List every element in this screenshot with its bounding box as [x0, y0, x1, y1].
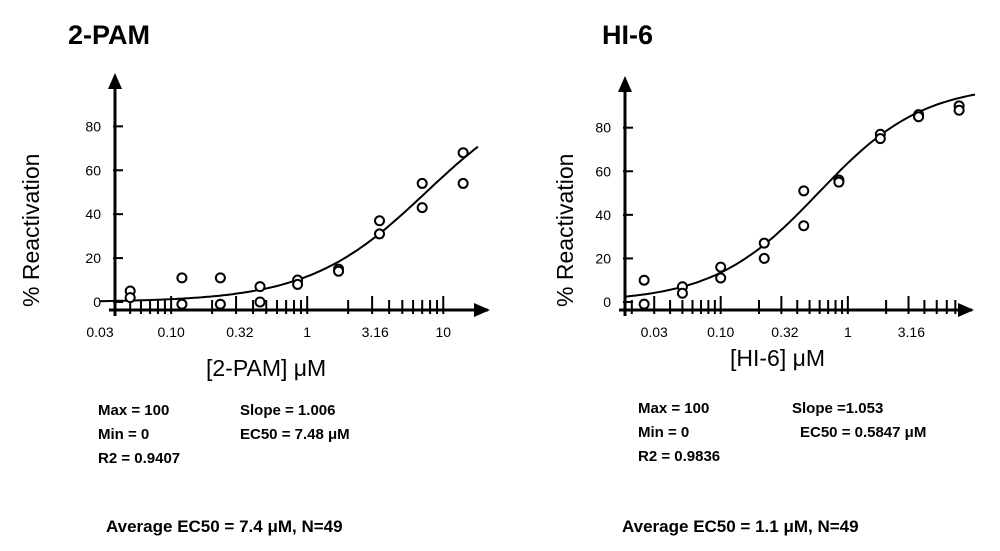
chart-2pam: 2-PAM 0 20 40 60 80 0.03 0.10 0.32 1 3.16 10 % Rea… — [18, 20, 490, 536]
x-axis-label: [2-PAM] μM — [206, 355, 327, 381]
data-point — [758, 237, 770, 249]
x-axis-label: [HI-6] μM — [730, 345, 826, 371]
data-point — [416, 177, 428, 189]
stat-min: Min = 0 — [98, 426, 150, 443]
x-tick-label: 10 — [435, 324, 451, 340]
data-point — [214, 298, 226, 310]
data-point — [715, 261, 727, 273]
x-tick-label: 1 — [303, 324, 311, 340]
data-point — [333, 265, 345, 277]
stat-slope: Slope =1.053 — [792, 400, 884, 417]
stat-ec50: EC50 = 7.48 μM — [240, 426, 350, 443]
y-tick-label: 80 — [595, 120, 611, 136]
plot-area-2pam: 0 20 40 60 80 0.03 0.10 0.32 1 3.16 10 — [85, 73, 490, 340]
y-axis-arrow — [618, 76, 632, 92]
data-point — [254, 281, 266, 293]
data-point — [953, 104, 965, 116]
y-tick-label: 0 — [93, 294, 101, 310]
data-point — [913, 111, 925, 123]
data-point — [798, 185, 810, 197]
data-point — [638, 274, 650, 286]
x-tick-label: 3.16 — [898, 324, 925, 340]
fit-curve — [99, 145, 479, 303]
stat-r2: R2 = 0.9407 — [98, 450, 181, 467]
y-axis-label: % Reactivation — [18, 153, 44, 307]
x-tick-label: 0.32 — [226, 324, 253, 340]
x-axis-arrow — [958, 303, 974, 317]
chart-title: 2-PAM — [68, 20, 151, 50]
data-point — [254, 296, 266, 308]
data-point — [638, 298, 650, 310]
plot-area-hi6: 0 20 40 60 80 0.03 0.10 0.32 1 3.16 — [595, 76, 976, 340]
y-tick-label: 20 — [595, 250, 611, 266]
x-tick-label: 0.10 — [158, 324, 185, 340]
data-point — [758, 252, 770, 264]
stat-slope: Slope = 1.006 — [240, 402, 336, 419]
y-tick-label: 40 — [85, 206, 101, 222]
x-tick-label: 0.03 — [86, 324, 113, 340]
data-point — [457, 177, 469, 189]
y-tick-label: 0 — [603, 294, 611, 310]
y-tick-label: 60 — [595, 163, 611, 179]
data-point — [124, 292, 136, 304]
data-point — [874, 133, 886, 145]
y-tick-label: 20 — [85, 250, 101, 266]
data-point — [176, 272, 188, 284]
data-point — [676, 287, 688, 299]
y-tick-label: 60 — [85, 162, 101, 178]
data-point — [715, 272, 727, 284]
y-tick-label: 40 — [595, 207, 611, 223]
data-point — [833, 176, 845, 188]
y-axis-label: % Reactivation — [552, 153, 578, 307]
average-ec50: Average EC50 = 7.4 μM, N=49 — [106, 517, 343, 536]
data-point — [798, 220, 810, 232]
data-point — [214, 272, 226, 284]
x-tick-label: 0.03 — [641, 324, 668, 340]
stat-ec50: EC50 = 0.5847 μM — [800, 424, 927, 441]
data-point — [176, 298, 188, 310]
data-point — [416, 202, 428, 214]
stat-max: Max = 100 — [98, 402, 170, 419]
chart-hi6: HI-6 0 20 40 60 80 0.03 0.10 0.32 1 3.16 % Reacti… — [530, 0, 1000, 551]
stat-max: Max = 100 — [638, 400, 710, 417]
x-tick-label: 3.16 — [362, 324, 389, 340]
chart-title: HI-6 — [602, 20, 654, 50]
data-point — [457, 147, 469, 159]
average-ec50: Average EC50 = 1.1 μM, N=49 — [622, 517, 859, 536]
fit-curve — [625, 93, 976, 298]
stat-min: Min = 0 — [638, 424, 690, 441]
y-axis-arrow — [108, 73, 122, 89]
y-tick-label: 80 — [85, 118, 101, 134]
data-point — [292, 278, 304, 290]
x-tick-label: 0.32 — [771, 324, 798, 340]
data-point — [374, 215, 386, 227]
data-point — [374, 228, 386, 240]
x-tick-label: 0.10 — [707, 324, 734, 340]
x-axis-arrow — [474, 303, 490, 317]
x-tick-label: 1 — [844, 324, 852, 340]
stat-r2: R2 = 0.9836 — [638, 448, 721, 465]
